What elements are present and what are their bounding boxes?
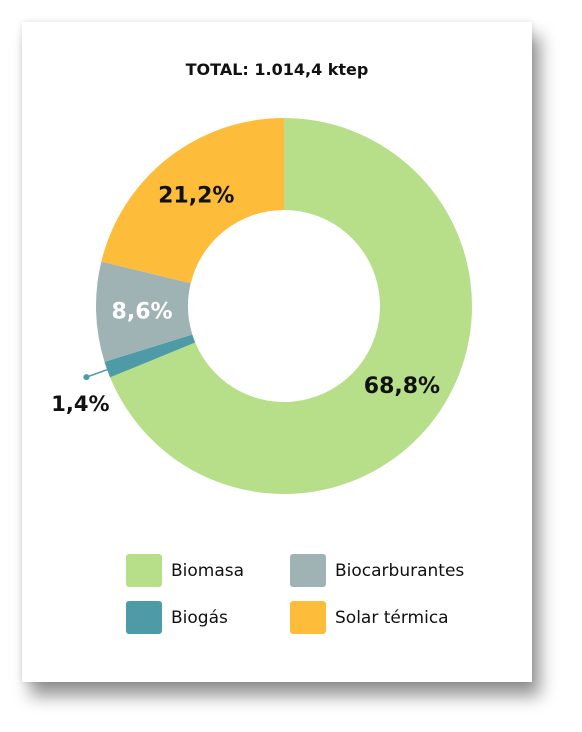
- slice-biomasa: [110, 118, 473, 494]
- legend-swatch-biocarburantes: [290, 554, 326, 587]
- legend-label: Biocarburantes: [335, 560, 465, 581]
- slice-label-biocarburantes: 8,6%: [112, 299, 173, 324]
- legend-item-biogas: Biogás: [126, 601, 290, 634]
- slice-biogas: [104, 334, 196, 378]
- legend-swatch-biomasa: [126, 554, 162, 587]
- legend-swatch-solar-termica: [290, 601, 326, 634]
- legend-item-biomasa: Biomasa: [126, 554, 290, 587]
- donut-chart: 68,8% 1,4% 8,6% 21,2%: [51, 118, 473, 494]
- legend-label: Biomasa: [171, 560, 245, 581]
- legend-swatch-biogas: [126, 601, 162, 634]
- slice-solar-termica: [101, 118, 284, 284]
- slice-label-solar-termica: 21,2%: [158, 183, 234, 208]
- legend-item-biocarburantes: Biocarburantes: [290, 554, 470, 587]
- slice-biocarburantes: [95, 261, 193, 362]
- chart-card: TOTAL: 1.014,4 ktep 68,8% 1,4% 8,6% 21,2% B…: [22, 22, 532, 682]
- chart-title: TOTAL: 1.014,4 ktep: [185, 60, 369, 79]
- legend-label: Biogás: [171, 607, 228, 628]
- leader-line-biogas: [86, 366, 114, 378]
- legend-item-solar-termica: Solar térmica: [290, 601, 470, 634]
- legend-label: Solar térmica: [335, 607, 449, 628]
- legend: Biomasa Biocarburantes Biogás Solar térm…: [126, 554, 470, 634]
- slice-label-biomasa: 68,8%: [364, 374, 440, 399]
- slice-label-biogas: 1,4%: [51, 392, 109, 416]
- leader-dot-biogas: [83, 374, 90, 381]
